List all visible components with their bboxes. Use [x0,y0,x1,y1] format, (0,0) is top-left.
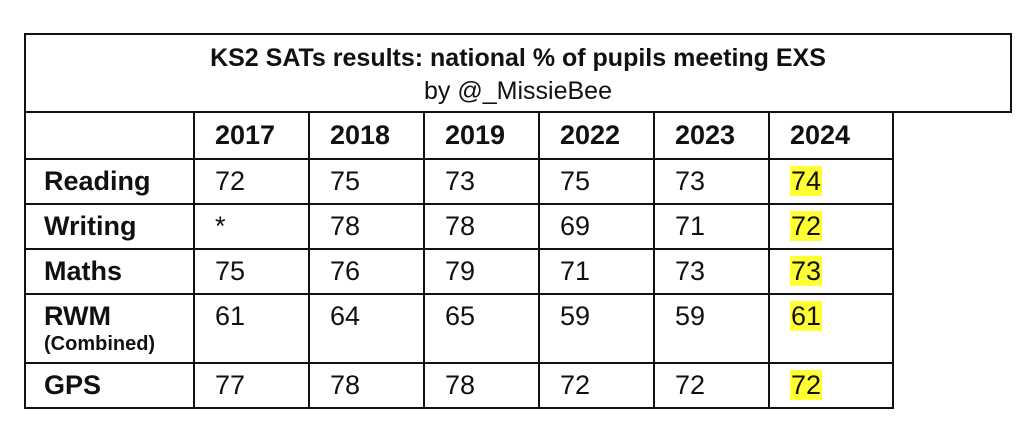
column-header: 2017 [193,111,310,160]
table-cell: 65 [423,293,540,364]
row-subject: RWM [44,301,111,331]
table-cell: 78 [308,203,425,250]
results-table: 2017 2018 2019 2022 2023 2024 Reading 72… [24,111,894,409]
row-subject-cell: RWM (Combined) [24,293,195,364]
column-header: 2023 [653,111,770,160]
table-cell-highlighted: 72 [768,203,894,250]
table-cell-highlighted: 74 [768,158,894,205]
table-cell: 72 [193,158,310,205]
table-cell: 69 [538,203,655,250]
table-cell: 79 [423,248,540,295]
header-row: 2017 2018 2019 2022 2023 2024 [24,111,894,160]
table-cell-highlighted: 72 [768,362,894,409]
table-cell: 59 [653,293,770,364]
row-subject-note: (Combined) [44,333,156,355]
table-title: KS2 SATs results: national % of pupils m… [210,44,826,72]
highlighted-value: 73 [790,256,823,286]
row-subject: Maths [24,248,195,295]
highlighted-value: 72 [790,211,823,241]
row-subject: Reading [24,158,195,205]
table-cell: 76 [308,248,425,295]
column-header: 2018 [308,111,425,160]
table-cell: 75 [308,158,425,205]
highlighted-value: 61 [790,301,823,331]
table-cell: 71 [653,203,770,250]
table-cell: 59 [538,293,655,364]
table-row: Maths 75 76 79 71 73 73 [24,248,894,295]
title-box: KS2 SATs results: national % of pupils m… [24,33,1012,113]
table-row: GPS 77 78 78 72 72 72 [24,362,894,409]
table-cell: 78 [308,362,425,409]
highlighted-value: 74 [790,166,823,196]
table-cell: 78 [423,203,540,250]
table-cell: * [193,203,310,250]
table-cell: 77 [193,362,310,409]
column-header: 2019 [423,111,540,160]
table-cell: 73 [653,158,770,205]
table-row: Writing * 78 78 69 71 72 [24,203,894,250]
table-cell: 64 [308,293,425,364]
column-header: 2024 [768,111,894,160]
table-row: RWM (Combined) 61 64 65 59 59 61 [24,293,894,364]
table-cell: 72 [538,362,655,409]
table-cell: 78 [423,362,540,409]
row-subject: GPS [24,362,195,409]
table-cell: 75 [193,248,310,295]
table-subtitle: by @_MissieBee [424,77,612,105]
table-cell: 61 [193,293,310,364]
table-cell: 71 [538,248,655,295]
table-cell: 73 [653,248,770,295]
table-cell-highlighted: 61 [768,293,894,364]
table-cell: 72 [653,362,770,409]
row-subject: Writing [24,203,195,250]
column-header: 2022 [538,111,655,160]
table-cell: 73 [423,158,540,205]
highlighted-value: 72 [790,370,823,400]
table-row: Reading 72 75 73 75 73 74 [24,158,894,205]
table-cell-highlighted: 73 [768,248,894,295]
table-cell: 75 [538,158,655,205]
header-corner-cell [24,111,195,160]
